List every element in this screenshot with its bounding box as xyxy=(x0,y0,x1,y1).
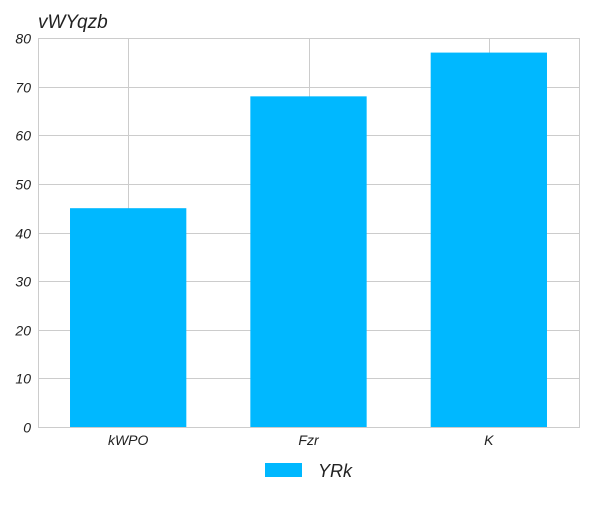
bar-layer xyxy=(70,52,547,428)
x-axis-ticks: kWPO Fzr K xyxy=(108,432,494,448)
bar-kwpo[interactable] xyxy=(70,208,187,427)
legend-label-yrk: YRk xyxy=(318,461,353,481)
y-tick-label: 80 xyxy=(15,31,31,47)
bar-fzr[interactable] xyxy=(250,96,367,427)
plot-frame xyxy=(38,38,580,428)
bar-k[interactable] xyxy=(430,52,547,428)
y-tick-label: 40 xyxy=(15,226,31,242)
x-tick-label: Fzr xyxy=(298,432,320,448)
y-tick-label: 60 xyxy=(15,128,31,144)
y-tick-label: 50 xyxy=(15,177,31,193)
legend[interactable]: YRk xyxy=(265,461,353,481)
x-tick-label: K xyxy=(484,432,494,448)
chart-title: vWYqzb xyxy=(38,12,108,33)
x-tick-label: kWPO xyxy=(108,432,149,448)
y-tick-label: 10 xyxy=(15,371,31,387)
y-tick-label: 30 xyxy=(15,274,31,290)
legend-swatch-yrk xyxy=(265,463,302,477)
y-axis-ticks: 0 10 20 30 40 50 60 70 80 xyxy=(14,31,31,436)
y-tick-label: 70 xyxy=(15,80,31,96)
y-tick-label: 20 xyxy=(14,323,31,339)
y-tick-label: 0 xyxy=(23,420,31,436)
